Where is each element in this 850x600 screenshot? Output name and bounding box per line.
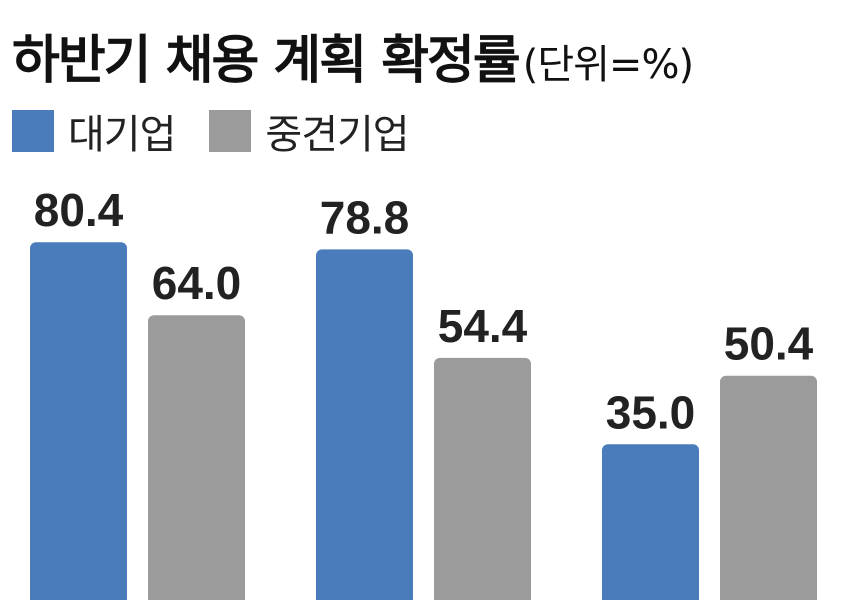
bar-large-company-2 [316, 249, 413, 600]
bar-midsize-company-3 [720, 375, 817, 600]
bar-large-company-3 [602, 444, 699, 600]
legend-swatch-midsize-company [209, 110, 252, 152]
title-row: 하반기 채용 계획 확정률 (단위=%) [12, 18, 694, 91]
legend-label-large-company: 대기업 [68, 112, 176, 158]
value-label-midsize-company-1: 64.0 [152, 257, 242, 309]
value-label-large-company-2: 78.8 [320, 191, 410, 243]
legend-swatch-large-company [12, 110, 54, 152]
legend-label-midsize-company: 중견기업 [265, 112, 409, 158]
value-label-large-company-1: 80.4 [34, 184, 124, 236]
value-label-large-company-3: 35.0 [606, 386, 696, 438]
bar-midsize-company-1 [148, 315, 245, 600]
value-label-midsize-company-2: 54.4 [438, 300, 528, 352]
bar-large-company-1 [30, 242, 127, 600]
chart-title: 하반기 채용 계획 확정률 [12, 31, 521, 91]
bar-midsize-company-2 [434, 357, 531, 600]
legend: 대기업 중견기업 [12, 102, 443, 160]
unit-label: (단위=%) [522, 42, 694, 88]
value-label-midsize-company-3: 50.4 [724, 318, 814, 370]
legend-item-large-company: 대기업 [12, 102, 176, 160]
legend-item-midsize-company: 중견기업 [209, 102, 410, 160]
